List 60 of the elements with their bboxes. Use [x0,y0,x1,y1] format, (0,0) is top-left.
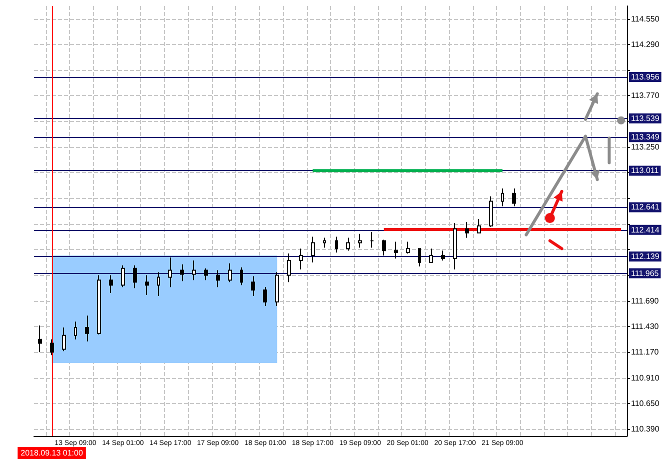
ref-line-label: 111.965 [631,268,660,278]
y-tick-label: 111.690 [631,296,660,306]
candlestick [441,250,445,261]
candlestick [406,241,410,254]
candlestick [216,270,220,288]
candlestick [97,274,101,335]
candlestick [168,256,172,288]
ref-line-label: 113.349 [631,132,660,142]
candlestick [370,231,374,248]
candlestick [109,274,113,294]
candlestick [121,264,125,288]
y-tick-label: 110.390 [631,424,660,434]
ref-line-label: 113.539 [631,114,660,123]
candlestick [489,196,493,228]
candlestick [382,239,386,256]
candlestick [157,272,160,296]
candlestick [240,266,243,286]
candlestick [453,222,457,270]
y-tick-label: 110.650 [631,398,660,408]
ref-line-label: 112.139 [631,252,660,262]
y-tick-label: 110.910 [631,373,660,382]
candlestick [263,286,267,306]
x-tick-label: 2018.09.13 01:00 [20,448,84,458]
y-tick-label: 111.170 [631,348,660,357]
ref-line-label: 113.956 [631,72,660,82]
candlestick [275,272,279,306]
candlestick [358,233,362,248]
ref-line-label: 112.414 [631,225,660,234]
candlestick [133,264,137,289]
candlestick [38,325,42,353]
ref-line-label: 112.641 [631,202,660,212]
candlestick [311,236,315,263]
candlestick [228,262,232,283]
candlestick [299,248,303,270]
candlestick [477,218,481,234]
candlestick [418,248,421,267]
ref-line-label: 113.011 [631,166,660,176]
candlestick [501,188,504,207]
y-tick-label: 114.290 [631,40,660,49]
candlestick [192,260,196,281]
candlestick [180,264,184,282]
candlestick [287,253,291,283]
candlestick [50,338,54,356]
candlestick [204,268,208,281]
candlestick [145,274,149,296]
candlestick [394,241,398,259]
candlestick [323,237,326,248]
candlestick [346,237,350,252]
candlestick [512,188,516,207]
y-tick-label: 113.250 [631,142,660,152]
candlestick [251,276,255,296]
y-tick-label: 114.550 [631,14,660,24]
candlestick [62,327,66,352]
candlestick [74,321,77,340]
y-tick-label: 111.430 [631,322,660,332]
candlestick [335,236,338,254]
candlestick [85,315,89,342]
candlestick [429,248,433,263]
candlestick [465,221,469,238]
y-tick-label: 113.770 [631,91,660,100]
